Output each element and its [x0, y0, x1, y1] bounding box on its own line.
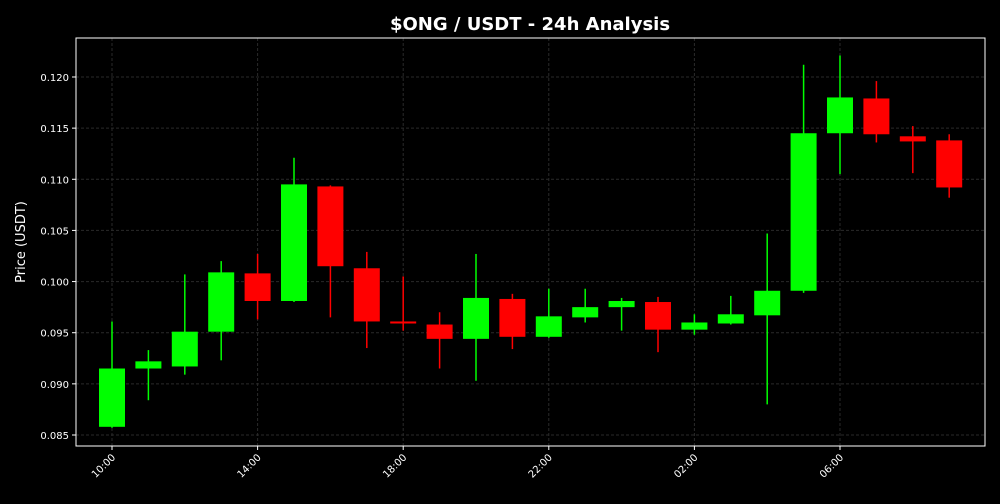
candle-07:00 — [863, 81, 890, 143]
candle-03:00 — [717, 295, 744, 325]
candle-05:00 — [790, 64, 817, 293]
candle-00:00 — [608, 297, 635, 331]
candle-body — [281, 184, 307, 302]
candle-08:00 — [899, 126, 926, 174]
candle-body — [426, 324, 453, 339]
candle-body — [717, 314, 744, 324]
candle-body — [645, 302, 671, 330]
candle-18:00 — [390, 276, 417, 331]
candle-09:00 — [936, 134, 963, 198]
candle-17:00 — [353, 251, 380, 349]
candle-15:00 — [281, 157, 307, 303]
candles — [99, 55, 963, 428]
y-tick-label: 0.095 — [40, 329, 69, 340]
plot-frame — [75, 37, 986, 447]
candle-20:00 — [463, 253, 489, 381]
candle-body — [135, 361, 162, 369]
candle-body — [390, 321, 417, 324]
candle-body — [535, 316, 562, 337]
candle-body — [790, 133, 817, 291]
y-tick-label: 0.085 — [40, 431, 69, 442]
candle-12:00 — [171, 274, 198, 375]
y-tick-label: 0.100 — [40, 278, 69, 289]
candle-06:00 — [827, 55, 853, 175]
candle-04:00 — [754, 233, 781, 405]
candle-body — [899, 136, 926, 142]
candle-body — [317, 186, 344, 267]
candle-body — [99, 368, 125, 427]
y-ticks: 0.085 0.090 0.095 0.100 0.105 0.110 0.115 0.120 — [40, 73, 76, 442]
candle-21:00 — [499, 293, 526, 350]
y-axis-label: Price (USDT) — [14, 201, 29, 283]
candle-body — [608, 301, 635, 308]
candle-02:00 — [681, 314, 708, 335]
candle-23:00 — [572, 288, 599, 323]
candle-body — [244, 273, 271, 302]
candle-body — [863, 98, 890, 135]
candle-body — [171, 331, 198, 367]
y-tick-label: 0.110 — [40, 175, 69, 186]
candle-13:00 — [208, 261, 235, 361]
candle-14:00 — [244, 253, 271, 320]
y-tick-label: 0.120 — [40, 73, 69, 84]
candle-16:00 — [317, 185, 344, 318]
candle-body — [463, 297, 489, 339]
candle-11:00 — [135, 350, 162, 401]
y-tick-label: 0.090 — [40, 380, 69, 391]
chart-title: $ONG / USDT - 24h Analysis — [390, 14, 670, 35]
candle-body — [754, 290, 781, 316]
candle-body — [208, 272, 235, 332]
candle-19:00 — [426, 312, 453, 369]
candle-body — [353, 268, 380, 322]
candle-22:00 — [535, 288, 562, 338]
y-tick-label: 0.115 — [40, 124, 69, 135]
candle-body — [681, 322, 708, 330]
candle-01:00 — [645, 296, 671, 353]
candle-10:00 — [99, 321, 125, 428]
candle-body — [572, 307, 599, 318]
candle-body — [499, 298, 526, 337]
candle-body — [827, 97, 853, 134]
y-tick-label: 0.105 — [40, 226, 69, 237]
candle-body — [936, 140, 963, 188]
